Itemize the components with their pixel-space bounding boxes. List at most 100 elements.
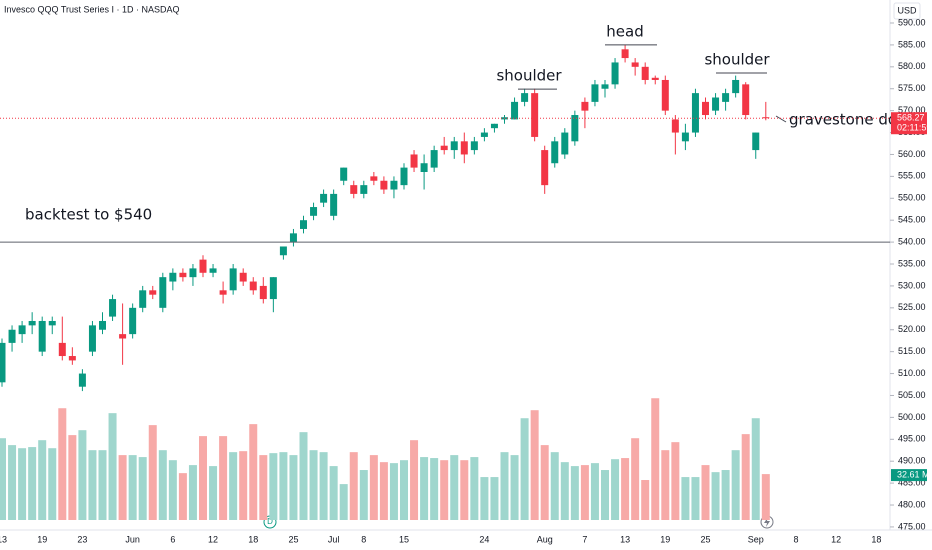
- volume-bar: [319, 452, 328, 520]
- y-tick-label: 545.00: [898, 215, 926, 225]
- candle-body: [561, 132, 569, 155]
- candle-body: [440, 145, 448, 151]
- currency-box[interactable]: [893, 2, 921, 20]
- y-tick-label: 585.00: [898, 39, 926, 49]
- x-tick-label: 6: [170, 534, 175, 544]
- y-tick-label: 590.00: [898, 17, 926, 27]
- volume-bar: [349, 452, 358, 520]
- candle-body: [681, 132, 689, 142]
- y-tick-label: 485.00: [898, 477, 926, 487]
- volume-bar: [379, 462, 388, 520]
- volume-bar: [440, 460, 449, 520]
- candle-body: [48, 320, 56, 326]
- candle-body: [480, 132, 488, 137]
- candle-body: [641, 66, 649, 80]
- y-tick-label: 500.00: [898, 412, 926, 422]
- x-tick-label: 24: [479, 534, 489, 544]
- x-tick-label: 8: [793, 534, 798, 544]
- y-tick-label: 525.00: [898, 302, 926, 312]
- volume-label-box: [891, 469, 927, 482]
- y-tick-label: 530.00: [898, 280, 926, 290]
- candle-body: [601, 84, 609, 89]
- annotation: backtest to $540: [25, 206, 152, 224]
- volume-bar: [108, 413, 117, 520]
- candle-body: [551, 141, 559, 164]
- volume-bar: [48, 448, 57, 520]
- y-tick-label: 535.00: [898, 258, 926, 268]
- volume-bar: [359, 470, 368, 520]
- volume-bar: [641, 480, 650, 520]
- y-tick-label: 540.00: [898, 236, 926, 246]
- volume-bar: [510, 455, 519, 520]
- x-tick-label: Jul: [328, 534, 340, 544]
- candle-body: [0, 342, 6, 383]
- volume-bar: [128, 455, 137, 520]
- volume-bar: [681, 477, 690, 520]
- annotation: head: [606, 22, 643, 40]
- candle-body: [511, 101, 519, 120]
- volume-bar: [741, 434, 750, 520]
- candle-body: [169, 272, 177, 282]
- volume-bar: [299, 432, 308, 520]
- annotation: shoulder: [704, 50, 770, 68]
- y-tick-label: 515.00: [898, 346, 926, 356]
- candle-body: [621, 49, 629, 59]
- candle-body: [410, 154, 418, 168]
- candle-body: [239, 272, 247, 282]
- candle-body: [611, 62, 619, 85]
- volume-bar: [8, 445, 17, 520]
- y-tick-label: 520.00: [898, 324, 926, 334]
- candle-body: [119, 334, 127, 339]
- candle-body: [8, 329, 16, 343]
- candle-body: [249, 281, 257, 291]
- x-tick-label: 25: [700, 534, 710, 544]
- x-tick-label: 25: [288, 534, 298, 544]
- volume-bar: [631, 438, 640, 520]
- candle-body: [490, 123, 498, 129]
- volume-bar: [259, 455, 268, 520]
- volume-bar: [590, 463, 599, 520]
- candle-body: [370, 176, 378, 181]
- volume-bar: [209, 466, 218, 520]
- candle-body: [420, 163, 428, 172]
- volume-bar: [580, 465, 589, 520]
- volume-bar: [389, 463, 398, 520]
- y-tick-label: 550.00: [898, 193, 926, 203]
- last-price-box: [891, 112, 927, 135]
- y-tick-label: 510.00: [898, 368, 926, 378]
- candle-body: [581, 101, 589, 111]
- volume-bar: [540, 445, 549, 520]
- volume-bar: [78, 430, 87, 520]
- volume-bar: [249, 424, 258, 520]
- candle-body: [742, 84, 750, 116]
- volume-bar: [460, 460, 469, 520]
- candle-body: [591, 84, 599, 102]
- volume-bar: [98, 450, 107, 520]
- y-tick-label: 570.00: [898, 105, 926, 115]
- candle-body: [541, 150, 549, 186]
- candle-body: [340, 167, 348, 181]
- candle-body: [531, 93, 539, 137]
- x-tick-label: 23: [77, 534, 87, 544]
- volume-bar: [550, 452, 559, 520]
- y-tick-label: 490.00: [898, 456, 926, 466]
- volume-bar: [560, 462, 569, 520]
- candle-body: [752, 132, 760, 151]
- y-tick-label: 580.00: [898, 61, 926, 71]
- x-tick-label: 13: [620, 534, 630, 544]
- volume-bar: [38, 440, 47, 520]
- volume-bar: [661, 450, 670, 520]
- y-tick-label: 495.00: [898, 434, 926, 444]
- countdown: 02:11:59: [897, 123, 931, 133]
- volume-bar: [289, 455, 298, 520]
- candle-body: [450, 141, 458, 151]
- volume-bar: [178, 473, 187, 520]
- volume-bar: [691, 477, 700, 520]
- candle-body: [350, 185, 358, 194]
- volume-bar: [329, 466, 338, 520]
- volume-bar: [229, 452, 238, 520]
- candle-body: [28, 320, 36, 326]
- currency: USD: [897, 5, 917, 15]
- x-tick-label: 8: [361, 534, 366, 544]
